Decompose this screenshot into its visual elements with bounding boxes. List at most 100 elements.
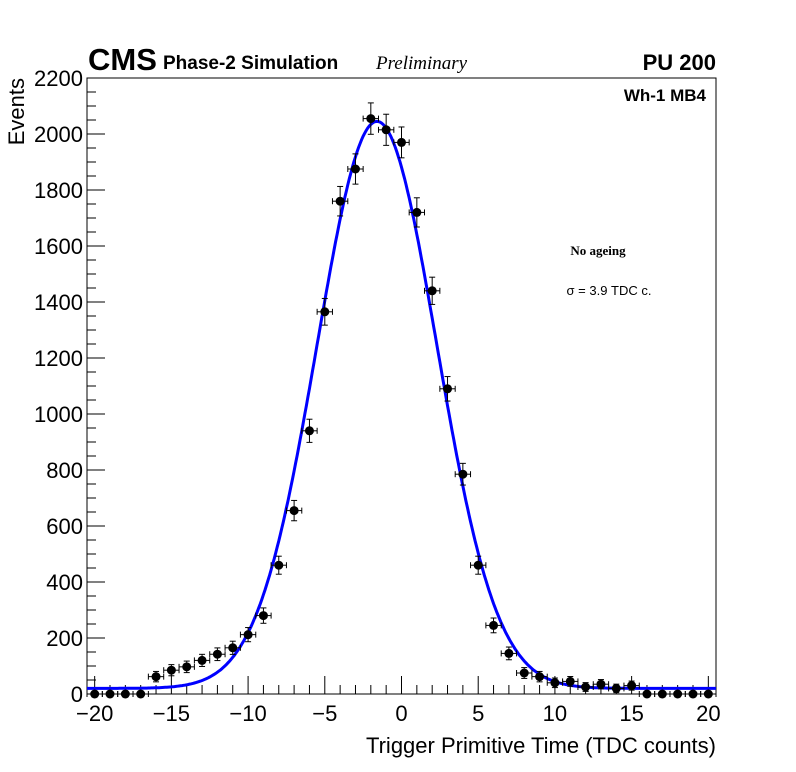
x-tick-label: 10 (543, 701, 567, 726)
data-marker (611, 683, 621, 693)
data-point (270, 555, 287, 575)
data-point (454, 462, 472, 486)
data-marker (703, 689, 713, 699)
data-marker (657, 689, 667, 699)
data-marker (673, 689, 683, 699)
data-point (608, 683, 625, 694)
data-point (562, 676, 579, 687)
data-marker (366, 114, 376, 124)
data-point (377, 113, 395, 146)
data-marker (397, 137, 406, 147)
data-marker (335, 196, 345, 206)
data-point (301, 418, 318, 443)
data-marker (120, 689, 130, 699)
data-marker (596, 679, 606, 689)
cms-label: CMS (88, 42, 157, 77)
data-marker (581, 682, 591, 692)
y-tick-label: 0 (71, 682, 83, 707)
data-point (147, 670, 165, 683)
y-tick-label: 400 (46, 570, 83, 595)
data-point (700, 689, 717, 699)
data-point (470, 555, 487, 575)
data-points-group (86, 102, 717, 699)
data-point (654, 689, 671, 699)
data-point (424, 276, 441, 305)
data-marker (504, 648, 514, 658)
y-tick-label: 600 (46, 514, 83, 539)
subtitle-label: Phase-2 Simulation (163, 53, 338, 74)
data-point (224, 640, 241, 655)
data-marker (381, 125, 391, 135)
data-marker (151, 672, 161, 682)
y-axis-label: Events (4, 78, 29, 145)
data-marker (627, 681, 637, 691)
data-point (393, 126, 410, 159)
annotation-no-ageing: No ageing (570, 243, 626, 258)
x-tick-label: 0 (395, 701, 407, 726)
pileup-label: PU 200 (643, 50, 716, 75)
data-marker (243, 630, 253, 640)
data-point (684, 689, 702, 699)
data-point (500, 646, 518, 661)
data-marker (197, 655, 207, 665)
fit-curve (87, 119, 716, 690)
data-marker (228, 643, 238, 653)
data-point (209, 647, 226, 662)
data-marker (565, 676, 575, 686)
data-point (623, 680, 640, 691)
data-point (516, 667, 533, 679)
data-marker (458, 469, 468, 479)
data-marker (304, 426, 314, 436)
data-point (239, 627, 257, 643)
data-point (193, 653, 211, 667)
axes: −20 −15 −10 −5 0 5 10 15 20020040060080010001200… (34, 66, 721, 726)
data-marker (412, 207, 422, 217)
data-point (331, 185, 349, 217)
data-point (347, 153, 364, 185)
data-point (439, 376, 456, 402)
data-marker (212, 649, 222, 659)
fit-curve-group (87, 119, 716, 690)
data-point (86, 689, 103, 699)
x-tick-label: −20 (76, 701, 113, 726)
data-marker (182, 662, 192, 672)
y-tick-label: 2000 (34, 122, 83, 147)
y-tick-label: 1200 (34, 346, 83, 371)
data-marker (90, 689, 100, 699)
data-marker (443, 384, 453, 394)
data-marker (489, 620, 499, 630)
data-point (577, 682, 594, 692)
data-marker (350, 164, 360, 174)
data-marker (320, 307, 330, 317)
y-tick-label: 1400 (34, 290, 83, 315)
data-marker (535, 672, 545, 682)
y-tick-label: 800 (46, 458, 83, 483)
x-tick-label: 5 (472, 701, 484, 726)
data-point (255, 607, 272, 624)
data-marker (274, 560, 284, 570)
x-tick-label: −10 (229, 701, 266, 726)
data-marker (550, 678, 560, 688)
data-point (638, 689, 656, 699)
x-tick-label: −15 (153, 701, 190, 726)
data-marker (642, 689, 652, 699)
data-point (531, 670, 548, 683)
y-tick-label: 2200 (34, 66, 83, 91)
y-tick-label: 1800 (34, 178, 83, 203)
data-point (132, 689, 149, 699)
data-point (285, 499, 303, 522)
data-marker (166, 665, 176, 675)
data-point (546, 677, 564, 689)
x-axis-label: Trigger Primitive Time (TDC counts) (366, 733, 716, 758)
data-point (316, 297, 333, 326)
data-marker (427, 286, 437, 296)
data-point (669, 689, 686, 699)
data-point (178, 660, 195, 674)
x-tick-label: 20 (696, 701, 720, 726)
data-point (362, 102, 379, 135)
data-point (592, 679, 610, 690)
data-point (117, 689, 134, 699)
data-marker (519, 668, 529, 678)
data-marker (473, 560, 483, 570)
data-marker (289, 506, 299, 516)
